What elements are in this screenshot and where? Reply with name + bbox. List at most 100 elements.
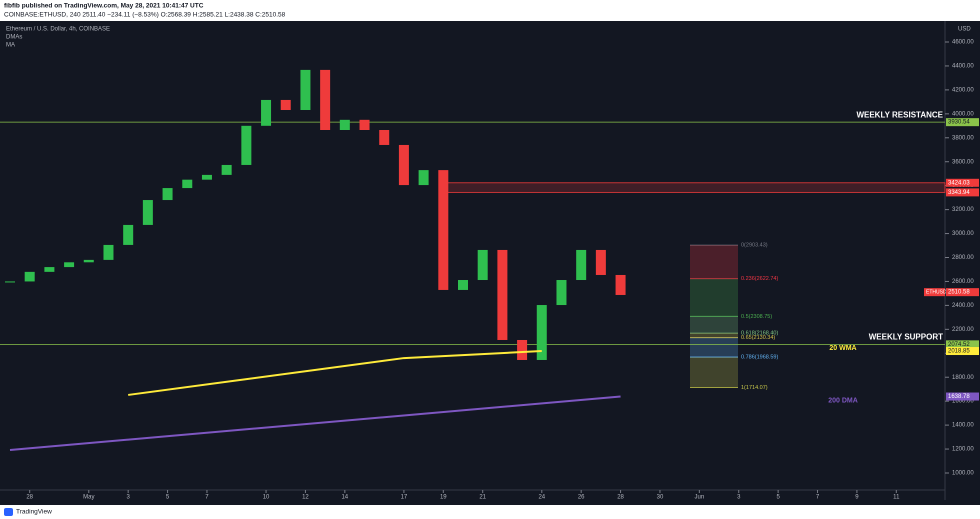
y-tick-label: 3000.00 [952, 231, 974, 237]
x-tick-label: 7 [816, 495, 820, 501]
fib-label: 0.65(2130.34) [741, 335, 775, 341]
candle [418, 170, 429, 186]
x-tick-label: 21 [479, 495, 486, 501]
y-tick-label: 2800.00 [952, 255, 974, 261]
x-tick-label: 9 [855, 495, 859, 501]
y-tick-label: 4600.00 [952, 40, 974, 46]
x-tick-label: 24 [538, 495, 545, 501]
fib-zone [690, 357, 738, 388]
candle [261, 99, 272, 126]
candle [241, 125, 252, 165]
last-price-tag: 2510.58 [948, 290, 970, 296]
candle [300, 69, 311, 111]
candle [576, 249, 587, 281]
legend-dmas: DMAs [6, 35, 22, 41]
x-tick-label: 3 [737, 495, 741, 501]
candle [123, 224, 134, 245]
ma-name: 20 WMA [829, 345, 856, 352]
y-tick-label: 1400.00 [952, 423, 974, 429]
candle [398, 144, 409, 186]
fib-label: 0.236(2622.74) [741, 276, 778, 282]
y-tick-label: 3600.00 [952, 159, 974, 165]
x-tick-label: 28 [617, 495, 624, 501]
candle [24, 271, 35, 282]
fib-label: 1(1714.07) [741, 385, 768, 391]
candle [103, 244, 114, 260]
candle [536, 305, 547, 360]
level-price-tag-bg [946, 340, 979, 349]
symbol-tag: ETHUSD [926, 289, 947, 295]
candle [64, 262, 75, 268]
brand: TradingView [16, 509, 52, 516]
x-tick-label: 5 [776, 495, 780, 501]
candle [280, 99, 291, 111]
y-tick-label: 4200.00 [952, 87, 974, 93]
y-tick-label: 1800.00 [952, 375, 974, 381]
x-tick-label: 5 [166, 495, 170, 501]
candle [556, 280, 567, 306]
candle [201, 174, 212, 180]
candle [142, 200, 153, 225]
candle [162, 188, 173, 201]
fib-zone [690, 278, 738, 317]
candle [320, 69, 331, 131]
x-tick-label: 11 [893, 495, 900, 501]
candle [5, 281, 15, 283]
candle [83, 259, 94, 263]
zone-price-tag: 3424.03 [948, 180, 970, 186]
fib-zone [690, 337, 738, 358]
header-bar [0, 0, 980, 21]
x-tick-label: 26 [578, 495, 585, 501]
candle [497, 249, 508, 340]
ma-name: 200 DMA [828, 397, 858, 404]
ma-price-tag-bg [946, 347, 979, 356]
candle [221, 164, 232, 175]
y-tick-label: 3800.00 [952, 135, 974, 141]
level-name: WEEKLY RESISTANCE [856, 110, 943, 119]
level-name: WEEKLY SUPPORT [869, 332, 943, 341]
candle [458, 280, 468, 290]
fib-label: 0.5(2308.75) [741, 314, 772, 320]
resistance-zone [439, 182, 946, 193]
level-price-tag: 2074.52 [948, 342, 970, 348]
candle [615, 274, 626, 295]
fib-label: 0.786(1968.59) [741, 354, 778, 360]
candle [438, 170, 449, 290]
fib-zone [690, 333, 738, 338]
candle [339, 119, 350, 131]
x-tick-label: 14 [341, 495, 348, 501]
y-tick-label: 2600.00 [952, 279, 974, 285]
x-tick-label: May [83, 495, 94, 501]
plot-area [0, 21, 945, 490]
currency: USD [958, 27, 971, 33]
y-tick-label: 1200.00 [952, 447, 974, 453]
ma-line [9, 395, 621, 452]
fib-label: 0.618(2168.40) [741, 331, 778, 337]
candle [44, 267, 55, 272]
level-price-tag: 3930.54 [948, 120, 970, 126]
ma-line [128, 350, 542, 396]
candle [477, 249, 488, 281]
footer-bar [0, 505, 980, 519]
y-tick-label: 1000.00 [952, 471, 974, 477]
ma-price-tag-bg [946, 392, 979, 401]
y-tick-label: 4400.00 [952, 64, 974, 70]
symbol-tag-bg [924, 288, 945, 297]
candle [595, 249, 606, 275]
fib-label: 0(2903.43) [741, 243, 768, 249]
x-tick-label: 28 [26, 495, 33, 501]
candle [379, 130, 390, 145]
legend-symbol: Ethereum / U.S. Dollar, 4h, COINBASE [6, 27, 110, 33]
ma-price-tag: 2018.85 [948, 349, 970, 355]
y-tick-label: 4000.00 [952, 111, 974, 117]
y-tick-label: 1600.00 [952, 399, 974, 405]
candle [182, 179, 193, 189]
x-tick-label: 17 [401, 495, 408, 501]
x-tick-label: 19 [440, 495, 447, 501]
x-tick-label: 3 [127, 495, 131, 501]
fib-zone [690, 245, 738, 279]
ticker: COINBASE:ETHUSD, 240 2511.40 −234.11 (−8… [4, 12, 286, 19]
x-tick-label: 7 [205, 495, 209, 501]
zone-price-tag-bg [946, 178, 979, 187]
zone-price-tag: 3343.94 [948, 190, 970, 196]
